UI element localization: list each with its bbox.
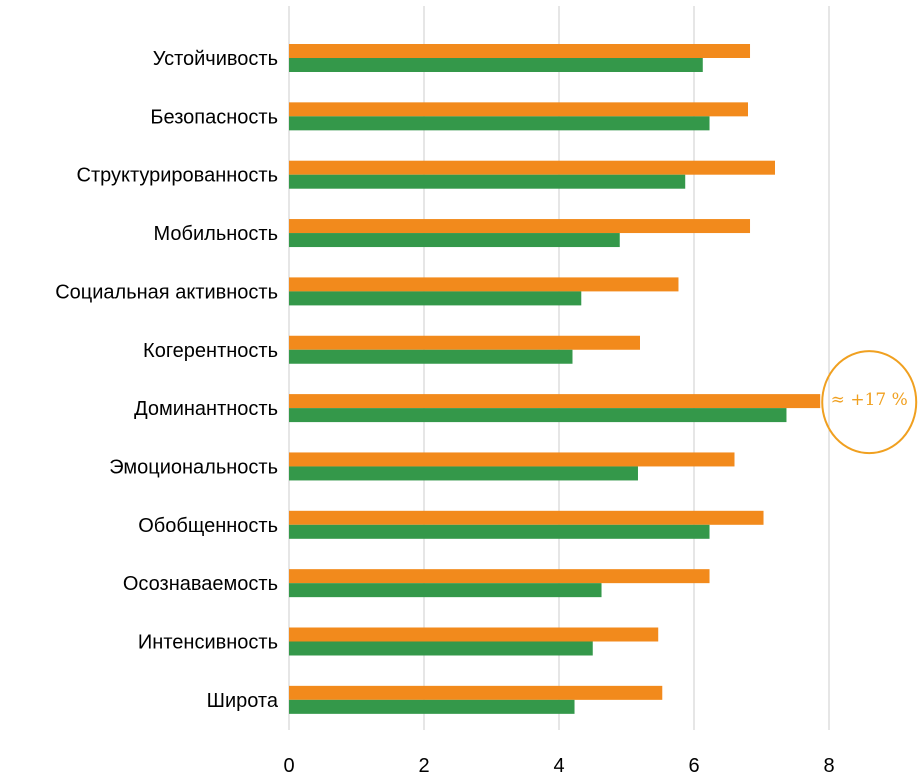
annotation-text: ≈ +17 % — [831, 390, 908, 410]
bar-series-2 — [289, 291, 582, 306]
bar-series-1 — [289, 510, 764, 525]
bar-series-1 — [289, 569, 710, 584]
x-tick-label: 4 — [553, 755, 564, 775]
bar-series-2 — [289, 174, 686, 189]
bar-series-2 — [289, 58, 703, 72]
annotation-circle — [821, 350, 918, 455]
bar-series-1 — [289, 277, 679, 292]
category-label: Интенсивность — [138, 632, 278, 654]
bar-series-2 — [289, 349, 573, 364]
bars — [289, 44, 821, 714]
bar-series-1 — [289, 160, 775, 175]
bar-series-2 — [289, 524, 710, 539]
bar-series-2 — [289, 466, 638, 481]
x-tick-label: 2 — [418, 755, 429, 775]
category-label: Широта — [207, 690, 279, 712]
bar-series-1 — [289, 102, 748, 117]
category-label: Когерентность — [143, 340, 278, 362]
category-label: Осознаваемость — [123, 573, 278, 595]
bar-series-1 — [289, 44, 751, 58]
category-label: Безопасность — [150, 106, 278, 128]
category-label: Мобильность — [154, 223, 278, 245]
category-label: Доминантность — [134, 398, 278, 420]
category-label: Социальная активность — [55, 281, 278, 303]
bar-series-2 — [289, 408, 787, 423]
bar-series-2 — [289, 233, 620, 248]
category-label: Эмоциональность — [109, 456, 278, 478]
category-label: Структурированность — [77, 165, 279, 187]
x-tick-label: 0 — [283, 755, 294, 775]
bar-series-1 — [289, 685, 663, 700]
bar-series-2 — [289, 641, 593, 656]
annotation: ≈ +17 % — [821, 350, 918, 455]
bar-series-1 — [289, 219, 751, 234]
bar-series-1 — [289, 335, 640, 350]
bar-series-1 — [289, 627, 659, 642]
x-tick-label: 8 — [823, 755, 834, 775]
category-label: Обобщенность — [138, 515, 278, 537]
x-tick-labels: 0 2 4 6 8 — [283, 755, 834, 775]
bar-series-2 — [289, 116, 710, 131]
x-tick-label: 6 — [688, 755, 699, 775]
bar-series-1 — [289, 394, 821, 409]
bar-series-2 — [289, 699, 575, 714]
category-label: Устойчивость — [153, 48, 278, 70]
bar-series-2 — [289, 583, 602, 598]
bar-series-1 — [289, 452, 735, 467]
category-labels: Устойчивость Безопасность Структурированно… — [55, 48, 279, 712]
